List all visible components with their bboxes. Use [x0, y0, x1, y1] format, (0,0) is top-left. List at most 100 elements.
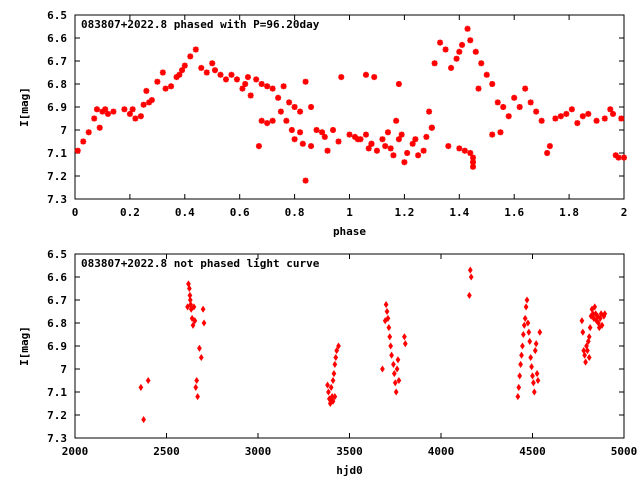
x-tick-label: 0.8	[285, 206, 305, 219]
data-point	[384, 129, 391, 136]
data-point	[538, 117, 545, 124]
data-point	[579, 317, 585, 325]
data-point	[437, 39, 444, 46]
x-tick-label: 3000	[245, 445, 272, 458]
data-point	[494, 99, 501, 106]
data-point	[445, 143, 452, 150]
data-point	[145, 376, 151, 385]
data-point	[330, 127, 337, 133]
data-point	[93, 106, 100, 113]
y-tick-label: 6.9	[47, 101, 67, 114]
data-point	[459, 41, 466, 48]
data-point	[380, 365, 385, 373]
data-point	[478, 60, 485, 67]
x-tick-label: 1	[346, 206, 353, 219]
y-tick-label: 6.7	[47, 294, 67, 307]
data-point	[328, 397, 334, 405]
data-point	[324, 147, 331, 154]
data-point	[500, 104, 507, 110]
data-point	[524, 296, 530, 304]
data-point	[190, 321, 196, 329]
data-point	[412, 136, 419, 143]
data-point	[470, 159, 477, 166]
data-point	[470, 163, 477, 170]
data-point	[371, 74, 378, 81]
data-point	[517, 372, 523, 380]
data-point	[387, 145, 394, 152]
data-point	[203, 69, 210, 76]
x-axis-label: hjd0	[336, 464, 363, 477]
x-tick-label: 0.2	[120, 206, 140, 219]
data-point	[520, 342, 525, 350]
y-tick-label: 7.1	[47, 147, 67, 160]
data-point	[195, 393, 200, 401]
x-tick-label: 0.4	[175, 206, 195, 219]
data-point	[313, 127, 320, 133]
data-point	[80, 138, 87, 145]
data-point	[194, 376, 200, 385]
plot-frame	[74, 14, 625, 200]
data-point	[121, 106, 128, 113]
data-point	[382, 317, 388, 325]
data-point	[426, 108, 433, 115]
y-tick-label: 6.5	[47, 9, 67, 22]
data-point	[383, 301, 389, 309]
data-point	[621, 154, 627, 161]
data-point	[528, 353, 534, 362]
data-point	[255, 143, 262, 150]
x-axis-label: phase	[333, 225, 366, 238]
data-point	[533, 340, 539, 348]
data-point	[299, 140, 306, 147]
data-point	[456, 48, 463, 55]
data-point	[515, 393, 521, 401]
data-point	[143, 87, 150, 94]
data-point	[587, 324, 593, 332]
x-tick-label: 2	[621, 206, 628, 219]
chart-title: 083807+2022.8 phased with P=96.20day	[81, 18, 320, 31]
data-point	[580, 328, 586, 336]
data-point	[516, 104, 523, 110]
data-point	[448, 64, 455, 71]
data-point	[398, 131, 405, 138]
data-point	[104, 110, 111, 117]
data-point	[148, 97, 155, 104]
x-tick-label: 4500	[519, 445, 546, 458]
data-point	[505, 113, 512, 120]
y-tick-label: 7	[60, 363, 67, 376]
data-point	[388, 342, 394, 350]
data-point	[467, 266, 473, 274]
data-point	[209, 60, 216, 67]
data-point	[607, 106, 614, 113]
data-point	[187, 53, 194, 60]
unphased-panel: 2000 2500 3000 3500 4000 4500 5000 6.5 6.6 6.7 6.8…	[18, 248, 637, 477]
data-point	[138, 383, 144, 391]
data-point	[129, 106, 136, 113]
data-point	[612, 152, 619, 159]
data-point	[201, 319, 207, 327]
data-point	[386, 324, 392, 332]
data-point	[532, 347, 538, 355]
data-point	[269, 85, 276, 92]
data-point	[467, 37, 474, 44]
data-point	[239, 85, 246, 92]
data-point	[525, 319, 531, 327]
data-point	[521, 321, 527, 329]
y-tick-label: 7.2	[47, 170, 67, 183]
data-point	[181, 62, 188, 69]
data-point	[599, 321, 605, 329]
data-point	[362, 71, 369, 78]
y-tick-label: 7.2	[47, 409, 67, 422]
data-point	[137, 113, 144, 120]
data-point	[384, 307, 390, 316]
data-point	[365, 145, 372, 152]
data-point	[253, 76, 260, 83]
data-point	[126, 110, 133, 117]
x-tick-label: 1.4	[449, 206, 469, 219]
data-point	[395, 81, 402, 87]
data-point	[531, 379, 536, 387]
data-point	[132, 115, 139, 122]
data-point	[404, 150, 411, 156]
data-point	[110, 108, 117, 115]
data-point	[319, 129, 326, 136]
data-point	[308, 104, 315, 110]
